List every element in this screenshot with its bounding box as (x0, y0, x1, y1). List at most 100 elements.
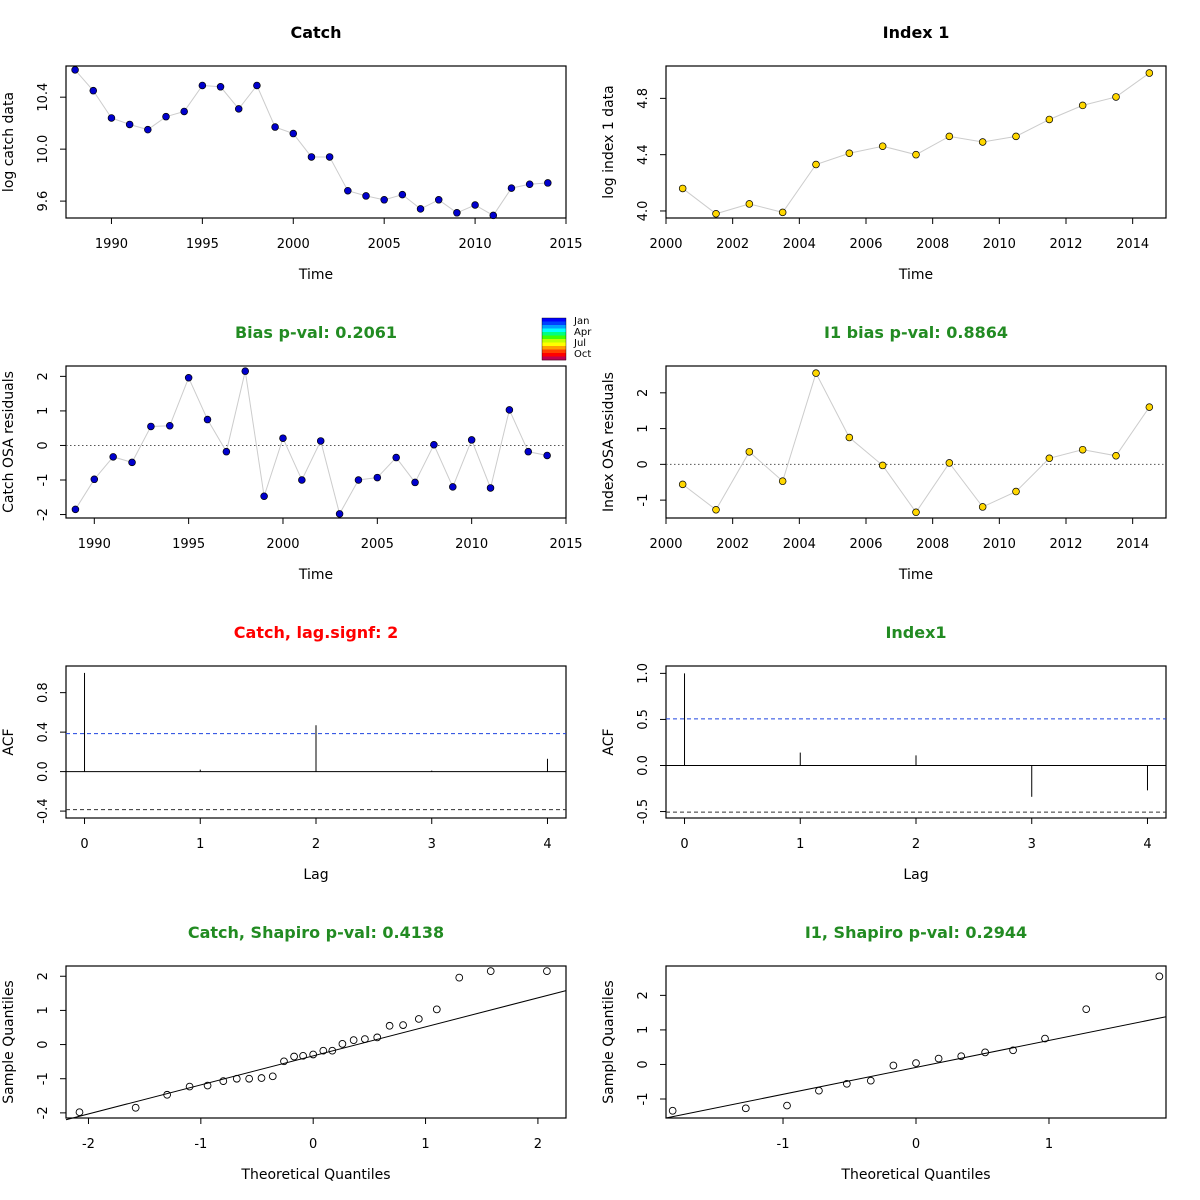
y-tick-label: 2 (36, 372, 51, 380)
data-point (945, 459, 954, 467)
qq-point (309, 1050, 318, 1059)
data-point (344, 186, 352, 195)
y-axis-label: Catch OSA residuals (1, 371, 17, 513)
series-line (682, 72, 1150, 215)
plot-frame (65, 965, 567, 1119)
data-point (1078, 101, 1087, 110)
y-tick-label: 9.6 (36, 191, 51, 212)
chart-title: Bias p-val: 0.2061 (235, 323, 397, 342)
data-point (416, 205, 425, 213)
x-tick-label: 2005 (368, 237, 401, 252)
qq-point (957, 1052, 966, 1061)
y-tick-label: 0.4 (36, 722, 51, 743)
data-point (712, 210, 720, 218)
y-tick-label: 1 (636, 424, 651, 432)
qq-point (783, 1101, 791, 1110)
y-tick-label: -0.4 (36, 798, 51, 823)
chart-title: Catch, Shapiro p-val: 0.4138 (188, 923, 444, 942)
data-point (812, 160, 820, 169)
chart-title: Catch, lag.signf: 2 (234, 623, 398, 642)
x-tick-label: 2 (312, 837, 320, 852)
x-tick-label: 3 (1028, 837, 1036, 852)
legend-color-band (542, 332, 566, 336)
y-tick-label: 0.0 (36, 761, 51, 782)
data-point (778, 477, 787, 485)
data-point (678, 184, 687, 193)
qq-point (349, 1036, 358, 1044)
qq-point (912, 1059, 920, 1067)
data-point (1145, 69, 1154, 77)
y-tick-label: 2 (36, 972, 51, 980)
x-tick-label: 2004 (783, 237, 816, 252)
qq-point (219, 1077, 228, 1085)
x-tick-label: 1995 (172, 537, 205, 552)
qq-point (385, 1021, 394, 1030)
x-tick-label: 2008 (916, 537, 949, 552)
x-tick-label: 2002 (716, 537, 749, 552)
y-tick-label: 0 (636, 1060, 651, 1068)
data-point (912, 508, 920, 517)
qq-point (414, 1015, 423, 1023)
legend-label: Oct (574, 349, 591, 360)
legend-color-band (542, 349, 566, 354)
qq-point (257, 1074, 266, 1082)
chart-title: I1, Shapiro p-val: 0.2944 (805, 923, 1027, 942)
data-point (90, 475, 99, 484)
x-tick-label: 2014 (1116, 537, 1149, 552)
x-axis-label: Lag (303, 867, 328, 883)
catch-series-panel: Catch 1990 1995 2000 2005 2010 2015 9.6 10.0 10.4… (1, 23, 583, 283)
y-tick-label: -1 (36, 474, 51, 487)
y-tick-label: 0 (636, 460, 651, 468)
data-point (678, 480, 687, 489)
data-point (234, 105, 243, 113)
legend-color-band (542, 353, 566, 357)
qq-reference-line (665, 1016, 1167, 1119)
data-point (241, 367, 249, 375)
data-point (89, 86, 98, 95)
data-point (978, 503, 987, 511)
series-line (75, 371, 548, 516)
data-point (109, 453, 117, 461)
qq-point (486, 967, 495, 975)
catch-qq-panel: Catch, Shapiro p-val: 0.4138 -2 -1 0 1 2 -2 -1 0… (1, 923, 567, 1183)
legend-label: Jan (573, 316, 589, 327)
qq-point (328, 1046, 337, 1055)
y-tick-label: 4.0 (636, 201, 651, 222)
x-tick-label: 2008 (916, 237, 949, 252)
x-tick-label: -2 (82, 1137, 95, 1152)
x-tick-label: 2006 (849, 237, 882, 252)
x-tick-label: 2005 (361, 537, 394, 552)
x-tick-label: 2010 (983, 237, 1016, 252)
qq-point (543, 967, 551, 975)
data-point (279, 434, 287, 442)
data-point (1045, 454, 1054, 463)
data-point (147, 422, 155, 431)
y-tick-label: 1 (36, 407, 51, 415)
series-line (74, 69, 548, 217)
y-tick-label: -0.5 (636, 799, 651, 824)
data-point (1112, 452, 1120, 460)
data-point (467, 436, 476, 444)
qq-point (432, 1005, 441, 1014)
x-tick-label: 1 (1045, 1137, 1053, 1152)
y-tick-label: 1 (636, 1026, 651, 1034)
data-point (392, 453, 400, 462)
qq-point (981, 1048, 989, 1057)
qq-point (338, 1040, 347, 1048)
plot-frame (665, 365, 1167, 519)
qq-point (203, 1081, 212, 1090)
data-point (354, 476, 363, 484)
y-axis-label: Sample Quantiles (601, 980, 617, 1103)
data-point (524, 447, 533, 456)
y-tick-label: 4.8 (636, 88, 651, 109)
data-point (71, 66, 79, 74)
data-point (489, 211, 498, 220)
x-tick-label: 1995 (186, 237, 219, 252)
data-point (260, 492, 268, 500)
data-point (316, 437, 325, 445)
x-tick-label: 2006 (849, 537, 882, 552)
data-point (180, 107, 188, 116)
x-tick-label: 2015 (549, 237, 582, 252)
